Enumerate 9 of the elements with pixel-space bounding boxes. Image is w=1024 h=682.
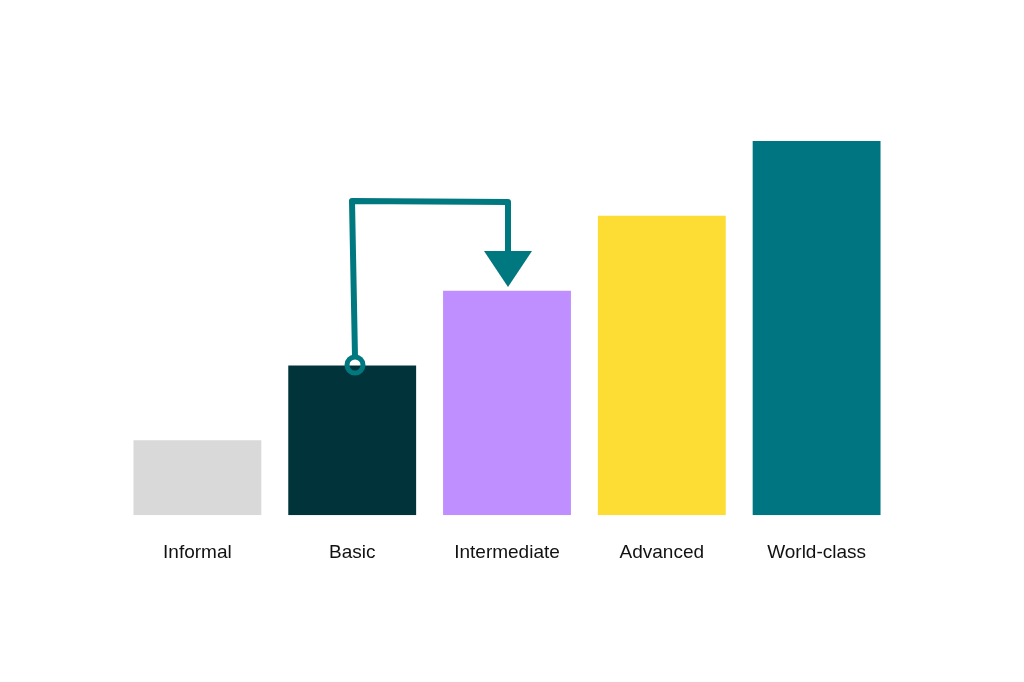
x-tick-label: World-class	[767, 540, 867, 562]
x-tick-label: Basic	[328, 540, 376, 562]
bar	[133, 440, 262, 516]
bar	[597, 215, 726, 516]
x-tick-label: Informal	[163, 540, 232, 562]
x-tick-label: Advanced	[619, 540, 705, 562]
bar	[288, 365, 417, 516]
x-tick-label: Intermediate	[454, 540, 560, 562]
bar	[752, 141, 881, 516]
